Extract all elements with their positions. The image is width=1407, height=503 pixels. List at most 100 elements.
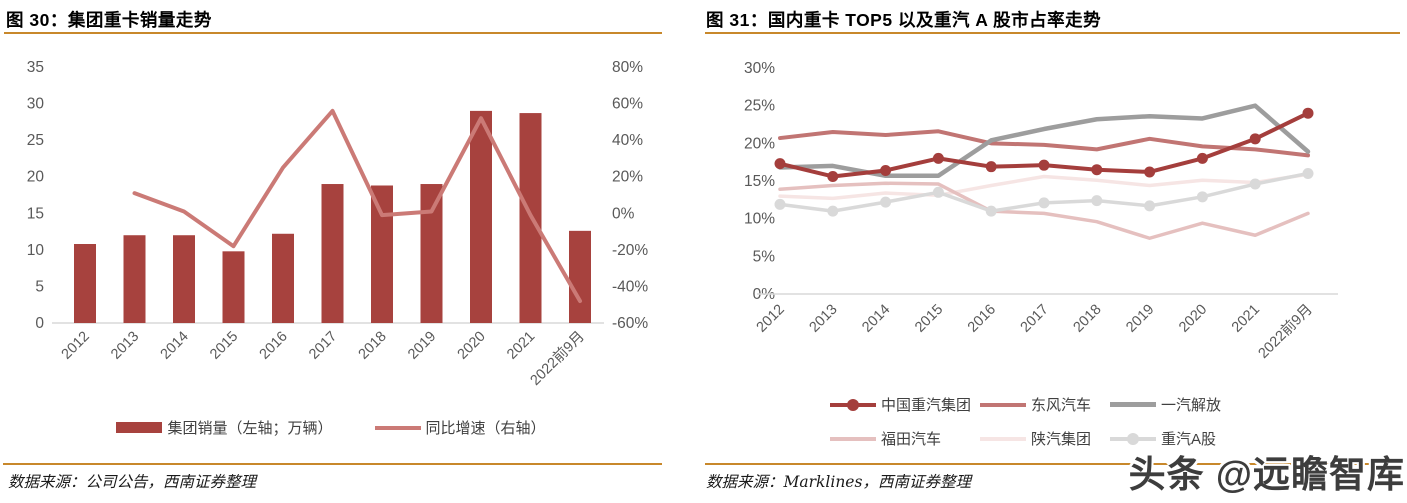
y-axis-tick: 25% (744, 98, 775, 115)
bar-2017 (321, 184, 344, 323)
bar-swatch (116, 422, 163, 433)
marker-重汽A股-2015 (932, 186, 944, 198)
bar-2019 (420, 184, 443, 323)
legend-item-sales: 集团销量（左轴；万辆） (116, 417, 333, 438)
x-tick-2014: 2014 (158, 329, 192, 363)
bar-2012 (74, 244, 96, 323)
figure30-legend: 集团销量（左轴；万辆） 同比增速（右轴） (0, 417, 662, 438)
legend-label-faw-jiefang: 一汽解放 (1161, 397, 1222, 414)
line-swatch (980, 436, 1026, 441)
legend-item-foton: 福田汽车 (830, 428, 980, 449)
x-tick-2020: 2020 (455, 329, 489, 363)
x-tick-2022前9月: 2022前9月 (527, 328, 588, 389)
bar-2014 (173, 235, 195, 323)
y-axis-tick: 30% (744, 60, 775, 77)
marker-重汽A股-2018 (1091, 195, 1103, 207)
figure31-title-rule (705, 32, 1400, 34)
legend-label-yoy: 同比增速（右轴） (425, 420, 546, 437)
left-axis-tick: 15 (27, 205, 44, 222)
left-axis-tick: 35 (27, 59, 44, 76)
legend-label-sinotruk-group: 中国重汽集团 (881, 397, 972, 414)
marker-中国重汽集团-2016 (985, 161, 997, 173)
marker-重汽A股-2020 (1196, 191, 1208, 203)
right-axis-tick: -60% (612, 315, 648, 332)
x-tick-2017: 2017 (306, 329, 340, 363)
left-axis-tick: 30 (27, 96, 45, 113)
left-axis-tick: 5 (35, 278, 44, 295)
marker-中国重汽集团-2017 (1038, 159, 1050, 171)
left-axis-tick: 0 (35, 315, 44, 332)
legend-item-sinotruk-group: 中国重汽集团 (830, 394, 980, 415)
right-axis-tick: 20% (612, 169, 643, 186)
marker-重汽A股-2016 (985, 205, 997, 217)
line-marker-swatch (1110, 432, 1156, 445)
figure30-source: 数据来源：公司公告，西南证券整理 (8, 473, 257, 491)
marker-中国重汽集团-2012 (774, 158, 786, 170)
legend-item-sinotruk-a: 重汽A股 (1110, 428, 1260, 449)
figure31-title: 图 31：国内重卡 TOP5 以及重汽 A 股市占率走势 (706, 10, 1102, 30)
bar-2013 (123, 235, 146, 323)
figure30-title: 图 30：集团重卡销量走势 (6, 10, 212, 30)
line-swatch (830, 436, 876, 441)
x-tick-2016: 2016 (257, 329, 291, 363)
x-tick-2021: 2021 (504, 329, 538, 363)
x-tick-2022前9月: 2022前9月 (1255, 301, 1316, 362)
figure30-chart: 3530252015105080%60%40%20%0%-20%-40%-60%… (27, 59, 649, 389)
y-axis-tick: 20% (744, 135, 775, 152)
x-tick-2014: 2014 (859, 302, 893, 336)
figure31-chart: 30%25%20%15%10%5%0%2012 2013 2014 2015 2016 2… (744, 60, 1338, 362)
figure31-legend: 中国重汽集团 东风汽车 一汽解放 福田汽车 陕汽集团 重汽A股 (830, 394, 1260, 449)
x-tick-2017: 2017 (1018, 302, 1052, 336)
x-tick-2021: 2021 (1229, 302, 1263, 336)
x-tick-2018: 2018 (356, 329, 390, 363)
marker-重汽A股-2017 (1038, 197, 1050, 209)
x-tick-2020: 2020 (1176, 302, 1210, 336)
marker-重汽A股-2021 (1249, 178, 1261, 190)
x-tick-2015: 2015 (912, 302, 946, 336)
line-swatch (980, 402, 1026, 407)
legend-item-faw-jiefang: 一汽解放 (1110, 394, 1260, 415)
legend-item-dongfeng: 东风汽车 (980, 394, 1110, 415)
marker-重汽A股-2012 (774, 198, 786, 210)
line-marker-swatch (830, 398, 876, 411)
right-axis-tick: -40% (612, 278, 648, 295)
marker-中国重汽集团-2013 (827, 170, 839, 182)
legend-label-dongfeng: 东风汽车 (1031, 397, 1092, 414)
bar-2020 (470, 110, 492, 323)
legend-label-sales: 集团销量（左轴；万辆） (167, 420, 333, 437)
legend-label-foton: 福田汽车 (881, 431, 942, 448)
left-axis-tick: 20 (27, 169, 45, 186)
figure31-panel: 图 31：国内重卡 TOP5 以及重汽 A 股市占率走势 30% 25% 20% 15… (690, 0, 1407, 503)
line-陕汽集团 (778, 172, 1310, 201)
x-tick-2019: 2019 (1123, 302, 1157, 336)
marker-重汽A股-2014 (880, 196, 892, 208)
right-axis-tick: -20% (612, 242, 648, 259)
legend-marker-dot (847, 398, 859, 411)
x-tick-2012: 2012 (59, 329, 93, 363)
y-axis-tick: 15% (744, 173, 775, 190)
bar-2015 (222, 251, 245, 323)
x-tick-2013: 2013 (108, 329, 142, 363)
line-同比增速（右轴） (132, 108, 582, 304)
marker-中国重汽集团-2021 (1249, 133, 1261, 145)
line-swatch (1110, 402, 1156, 407)
right-axis-tick: 40% (612, 132, 643, 149)
marker-中国重汽集团-2019 (1144, 166, 1156, 178)
figure30-panel: 图 30：集团重卡销量走势 35 30 25 20 15 10 5 0 80% 60% 40% 20%… (0, 0, 690, 503)
marker-中国重汽集团-2015 (932, 152, 944, 164)
marker-重汽A股-2022前9月 (1302, 167, 1314, 179)
y-axis-tick: 10% (744, 211, 775, 228)
legend-label-shacman: 陕汽集团 (1031, 431, 1092, 448)
y-axis-tick: 5% (753, 248, 776, 265)
marker-中国重汽集团-2018 (1091, 164, 1103, 176)
figure30-bottom-rule (3, 463, 662, 465)
x-tick-2018: 2018 (1070, 302, 1104, 336)
legend-item-shacman: 陕汽集团 (980, 428, 1110, 449)
right-axis-tick: 60% (612, 96, 643, 113)
x-tick-2016: 2016 (965, 302, 999, 336)
x-tick-2013: 2013 (806, 302, 840, 336)
legend-item-yoy: 同比增速（右轴） (374, 417, 546, 438)
left-axis-tick: 25 (27, 132, 44, 149)
marker-中国重汽集团-2020 (1196, 152, 1208, 164)
